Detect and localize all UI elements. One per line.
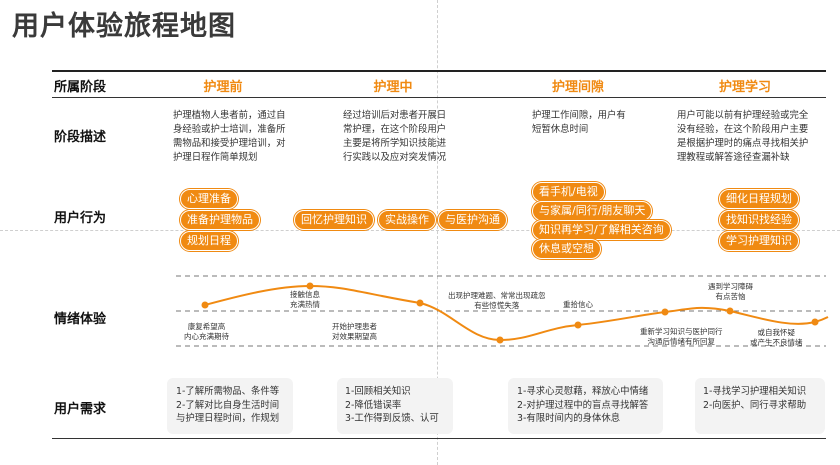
needs-text-learning: 1-寻找学习护理相关知识 2-向医护、同行寻求帮助 [703,386,807,411]
emotion-label: 康复希望高 内心充满期待 [184,322,229,341]
emotion-label: 遇到学习障碍 有点苦恼 [708,282,753,301]
behavior-tag: 学习护理知识 [719,231,799,251]
page-title: 用户体验旅程地图 [12,11,236,42]
behavior-tag: 与医护沟通 [438,210,507,230]
behavior-tag: 找知识找经验 [719,210,799,230]
row-label-description: 阶段描述 [54,130,107,145]
emotion-point [811,318,819,326]
phase-learning: 护理学习 [718,80,771,95]
behavior-tag: 心理准备 [180,189,238,209]
emotion-point [201,301,209,309]
phase-before: 护理前 [203,80,243,95]
vertical-guide [437,0,438,465]
needs-text-before: 1-了解所需物品、条件等 2-了解对比自身生活时间 与护理日程时间，作规划 [176,386,280,424]
emotion-label: 重新学习知识与医护同行 沟通后情绪有所回复 [640,327,723,346]
description-during: 经过培训后对患者开展日 常护理，在这个阶段用户 主要是将所学知识技能进 行实践以及应对… [343,110,447,163]
row-label-needs: 用户需求 [54,402,107,417]
phase-during: 护理中 [373,80,413,95]
description-gap: 护理工作间隙，用户有 短暂休息时间 [532,110,626,135]
behavior-tag: 细化日程规划 [719,189,799,209]
phase-gap: 护理间隙 [551,80,604,95]
emotion-point [306,282,314,290]
emotion-point [496,336,504,344]
needs-text-during: 1-回顾相关知识 2-降低错误率 3-工作得到反馈、认可 [345,386,439,424]
behavior-tag: 实战操作 [378,210,436,230]
emotion-point [574,321,582,329]
needs-box-learning [695,378,825,434]
row-label-behavior: 用户行为 [54,211,107,226]
emotion-label: 开始护理患者 对效果期望高 [332,322,377,341]
needs-text-gap: 1-寻求心灵慰藉，释放心中情绪 2-对护理过程中的盲点寻找解答 3-有限时间内的身体… [517,386,649,424]
behavior-tag: 准备护理物品 [180,210,260,230]
emotion-point [416,299,424,307]
description-before: 护理植物人患者前，通过自 身经验或护士培训，准备所 需物品和接受护理培训，对 护理日程… [173,110,286,163]
emotion-label: 出现护理难题、常常出现疏忽 有些惊慌失落 [448,291,546,310]
emotion-label: 接触信息 充满热情 [290,290,320,309]
behavior-tag: 休息或空想 [532,239,601,259]
behavior-tag: 知识再学习/了解相关咨询 [532,220,671,240]
row-label-emotion: 情绪体验 [54,312,107,327]
stage-label: 所属阶段 [54,80,107,95]
emotion-point [726,307,734,315]
horizontal-guide [0,230,840,231]
header-top-rule [52,70,826,72]
behavior-tag: 看手机/电视 [532,182,605,202]
behavior-tag: 回忆护理知识 [294,210,374,230]
emotion-point [661,308,669,316]
footer-rule [52,438,826,439]
emotion-label: 或自我怀疑 或产生不良情绪 [750,328,803,347]
needs-box-gap [508,378,663,434]
needs-box-before [167,378,293,434]
behavior-tag: 规划日程 [180,231,238,251]
emotion-label: 重拾信心 [563,300,593,309]
description-learning: 用户可能以前有护理经验或完全 没有经验，在这个阶段用户主要 是根据护理时的痛点寻找相… [677,110,809,163]
needs-box-during [337,378,453,434]
emotion-curve [204,284,829,342]
header-bottom-rule [52,97,826,98]
